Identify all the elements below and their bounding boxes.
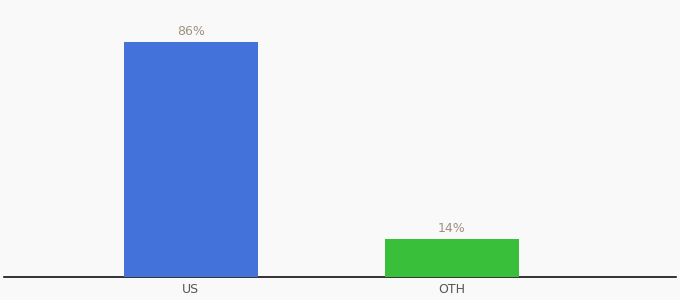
Text: 14%: 14% <box>438 222 466 235</box>
Bar <box>385 239 519 277</box>
Text: 86%: 86% <box>177 25 205 38</box>
Bar <box>124 42 258 277</box>
